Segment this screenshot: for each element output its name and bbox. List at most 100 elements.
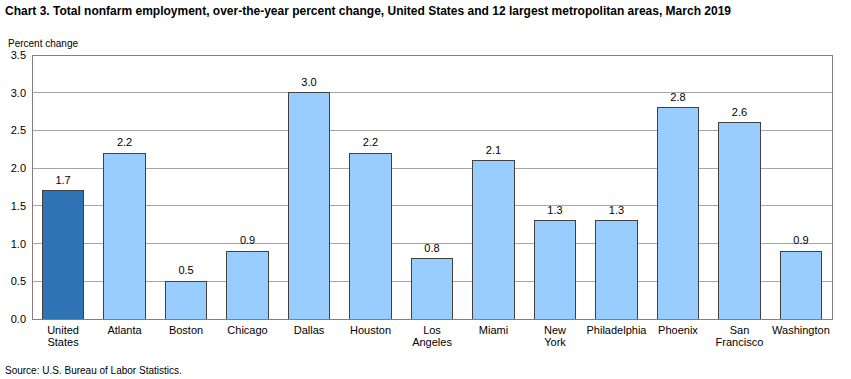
bar (657, 108, 698, 319)
y-tick: 1.5 (11, 200, 32, 212)
x-tick: Dallas (294, 319, 325, 336)
y-tick-label: 1.5 (11, 200, 26, 212)
x-tick: Washington (772, 319, 830, 336)
x-tick: NewYork (544, 319, 566, 348)
y-tick: 1.0 (11, 238, 32, 250)
y-tick: 2.5 (11, 124, 32, 136)
x-tick-label-line: Dallas (294, 324, 325, 336)
y-tick-label: 2.5 (11, 124, 26, 136)
x-tick: Atlanta (107, 319, 142, 336)
x-tick-label-line: Boston (169, 324, 203, 336)
x-tick: LosAngeles (412, 319, 452, 348)
x-tick-label-line: New (544, 324, 566, 336)
x-tick-label-line: Miami (479, 324, 508, 336)
x-tick-label: UnitedStates (47, 324, 79, 349)
x-axis-line (33, 319, 833, 320)
data-label: 1.3 (609, 204, 624, 216)
plot-frame (32, 55, 832, 319)
bar (288, 93, 329, 319)
data-labels: 1.7 2.2 0.5 0.9 3.0 2.2 0.8 2.1 1.3 1.3 2.8 2.6 0.9 (55, 76, 808, 277)
x-tick-label-line: Phoenix (658, 324, 698, 336)
grid-line (32, 168, 832, 169)
y-axis-title: Percent change (8, 38, 78, 49)
y-tick: 0.0 (11, 313, 32, 325)
bar (596, 221, 637, 319)
x-tick-label: Chicago (227, 324, 267, 336)
x-tick-label-line: United (47, 324, 79, 336)
x-tick-label: Miami (479, 324, 508, 336)
data-label: 2.6 (732, 106, 747, 118)
bar (411, 259, 452, 319)
x-tick: Boston (169, 319, 203, 336)
x-tick-label-line: Houston (350, 324, 391, 336)
x-tick-label-line: Atlanta (107, 324, 142, 336)
data-label: 2.1 (486, 144, 501, 156)
bars (42, 93, 821, 319)
bar (780, 251, 821, 319)
data-label: 2.2 (363, 136, 378, 148)
grid-line (32, 205, 832, 206)
y-tick-label: 2.0 (11, 162, 26, 174)
bar (719, 123, 760, 319)
bar (350, 153, 391, 319)
y-tick: 0.5 (11, 275, 32, 287)
chart: Chart 3. Total nonfarm employment, over-… (0, 0, 851, 379)
x-tick-label-line: San (730, 324, 750, 336)
y-tick-label: 0.0 (11, 313, 26, 325)
x-tick-label-line: Angeles (412, 336, 452, 348)
x-tick-label: Philadelphia (587, 324, 648, 336)
x-tick-label: Washington (772, 324, 830, 336)
source-note: Source: U.S. Bureau of Labor Statistics. (5, 365, 182, 376)
x-tick-label-line: Chicago (227, 324, 267, 336)
x-tick-label: Atlanta (107, 324, 142, 336)
y-tick: 2.0 (11, 162, 32, 174)
plot: 1.7 2.2 0.5 0.9 3.0 2.2 0.8 2.1 1.3 1.3 2.8 2.6 0.9 0… (11, 49, 833, 348)
bar (42, 191, 83, 319)
data-label: 0.5 (178, 264, 193, 276)
y-tick: 3.5 (11, 49, 32, 61)
bar (534, 221, 575, 319)
x-tick-label-line: Los (423, 324, 441, 336)
x-tick-label-line: Washington (772, 324, 830, 336)
bar (473, 161, 514, 319)
data-label: 2.2 (117, 136, 132, 148)
bar (104, 153, 145, 319)
grid-line (32, 130, 832, 131)
y-axis-line (32, 56, 33, 320)
data-label: 3.0 (301, 76, 316, 88)
x-tick-label-line: Philadelphia (587, 324, 648, 336)
grid-line (32, 92, 832, 93)
x-tick: Philadelphia (587, 319, 648, 336)
x-tick: SanFrancisco (716, 319, 764, 348)
x-tick: Chicago (227, 319, 267, 336)
x-tick-label: NewYork (544, 324, 566, 349)
x-tick-label-line: York (544, 336, 566, 348)
y-tick-label: 3.5 (11, 49, 26, 61)
x-tick-label-line: Francisco (716, 336, 764, 348)
x-tick: Houston (350, 319, 391, 336)
data-label: 0.9 (240, 234, 255, 246)
y-tick: 3.0 (11, 87, 32, 99)
bar (227, 251, 268, 319)
x-tick-label-line: States (47, 336, 79, 348)
x-tick: Miami (479, 319, 508, 336)
grid (32, 55, 832, 319)
x-tick-label: LosAngeles (412, 324, 452, 349)
data-label: 0.8 (424, 242, 439, 254)
x-axis: UnitedStates Atlanta Boston Chicago Dallas Ho… (33, 319, 833, 348)
x-tick: UnitedStates (47, 319, 79, 348)
data-label: 2.8 (670, 91, 685, 103)
data-label: 1.3 (547, 204, 562, 216)
x-tick-label: SanFrancisco (716, 324, 764, 349)
title: Chart 3. Total nonfarm employment, over-… (5, 4, 731, 18)
x-tick-label: Phoenix (658, 324, 698, 336)
data-label: 1.7 (55, 174, 70, 186)
x-tick: Phoenix (658, 319, 698, 336)
x-tick-label: Boston (169, 324, 203, 336)
y-tick-label: 1.0 (11, 238, 26, 250)
y-tick-label: 3.0 (11, 87, 26, 99)
x-tick-label: Dallas (294, 324, 325, 336)
bar (165, 281, 206, 319)
data-label: 0.9 (793, 234, 808, 246)
y-axis: 0.0 0.5 1.0 1.5 2.0 2.5 3.0 3.5 (11, 49, 33, 325)
